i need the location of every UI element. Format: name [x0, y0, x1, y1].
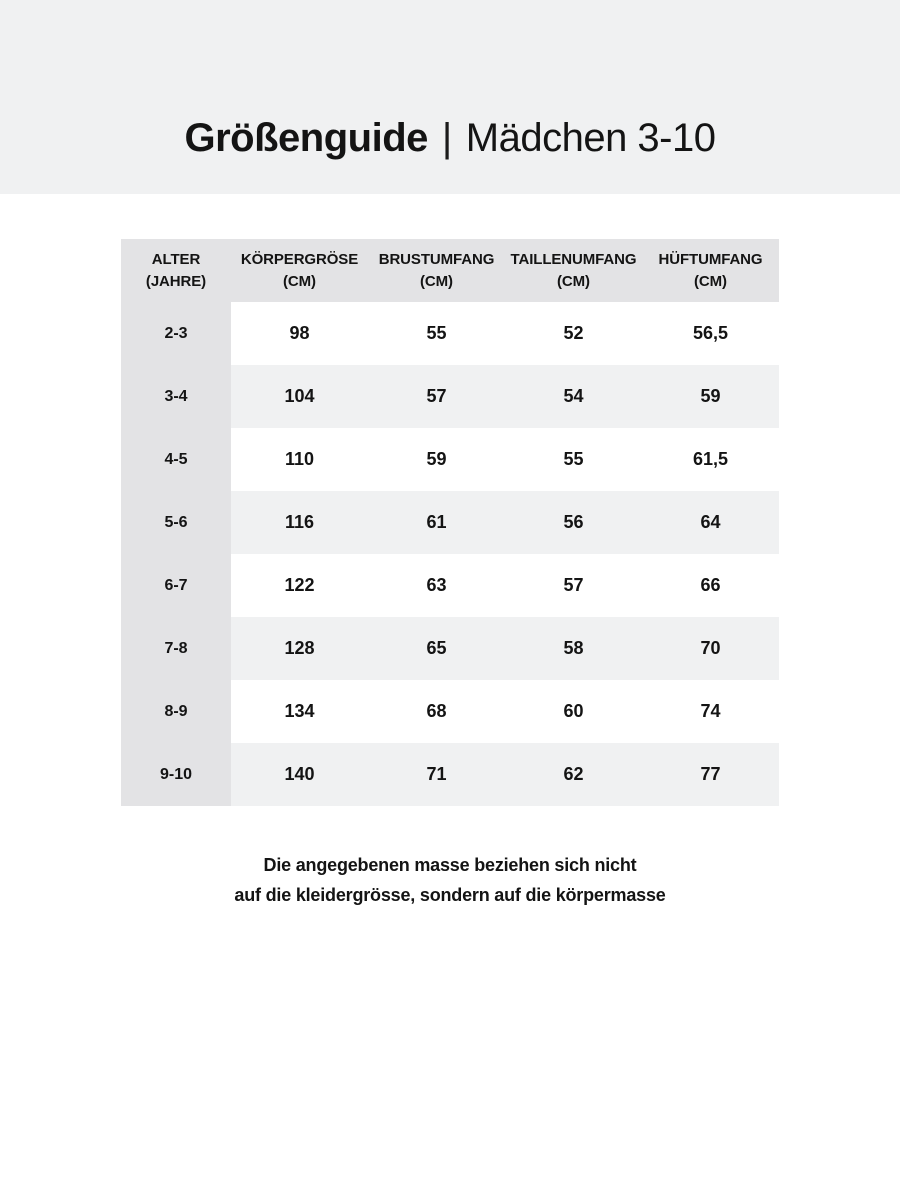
column-label: HÜFTUMFANG — [658, 250, 763, 268]
value-cell: 56,5 — [642, 302, 779, 365]
value-cell: 65 — [368, 617, 505, 680]
age-cell: 8-9 — [121, 680, 231, 743]
value-cell: 74 — [642, 680, 779, 743]
value-cell: 63 — [368, 554, 505, 617]
column-label: ALTER — [151, 250, 201, 268]
value-cell: 61 — [368, 491, 505, 554]
value-cell: 56 — [505, 491, 642, 554]
size-table: ALTER (JAHRE) KÖRPERGRÖSE (CM) BRUSTUMFANG (C… — [121, 239, 779, 806]
table-row: 3-4 104 57 54 59 — [121, 365, 779, 428]
value-cell: 66 — [642, 554, 779, 617]
value-cell: 59 — [642, 365, 779, 428]
value-cell: 59 — [368, 428, 505, 491]
table-row: 9-10 140 71 62 77 — [121, 743, 779, 806]
table-row: 7-8 128 65 58 70 — [121, 617, 779, 680]
column-unit: (JAHRE) — [145, 272, 207, 290]
column-unit: (CM) — [283, 272, 316, 290]
table-row: 8-9 134 68 60 74 — [121, 680, 779, 743]
value-cell: 64 — [642, 491, 779, 554]
value-cell: 57 — [505, 554, 642, 617]
age-cell: 7-8 — [121, 617, 231, 680]
table-row: 4-5 110 59 55 61,5 — [121, 428, 779, 491]
footnote-line-2: auf die kleidergrösse, sondern auf die k… — [234, 885, 666, 905]
table-row: 2-3 98 55 52 56,5 — [121, 302, 779, 365]
value-cell: 54 — [505, 365, 642, 428]
age-cell: 2-3 — [121, 302, 231, 365]
title-divider: | — [441, 116, 452, 160]
size-table-container: ALTER (JAHRE) KÖRPERGRÖSE (CM) BRUSTUMFANG (C… — [121, 239, 779, 806]
footnote-line-1: Die angegebenen masse beziehen sich nich… — [263, 855, 637, 875]
table-header-row: ALTER (JAHRE) KÖRPERGRÖSE (CM) BRUSTUMFANG (C… — [121, 239, 779, 302]
column-label: KÖRPERGRÖSE — [240, 250, 359, 268]
value-cell: 61,5 — [642, 428, 779, 491]
table-row: 6-7 122 63 57 66 — [121, 554, 779, 617]
page-title: Größenguide | Mädchen 3-10 — [0, 112, 900, 164]
value-cell: 140 — [231, 743, 368, 806]
age-cell: 5-6 — [121, 491, 231, 554]
value-cell: 128 — [231, 617, 368, 680]
value-cell: 55 — [505, 428, 642, 491]
footnote: Die angegebenen masse beziehen sich nich… — [0, 850, 900, 910]
column-unit: (CM) — [557, 272, 590, 290]
age-cell: 3-4 — [121, 365, 231, 428]
column-unit: (CM) — [420, 272, 453, 290]
column-header-3: TAILLENUMFANG (CM) — [505, 239, 642, 302]
value-cell: 104 — [231, 365, 368, 428]
value-cell: 71 — [368, 743, 505, 806]
value-cell: 68 — [368, 680, 505, 743]
title-category-label: Mädchen 3-10 — [465, 116, 716, 160]
value-cell: 60 — [505, 680, 642, 743]
column-label: TAILLENUMFANG — [510, 250, 637, 268]
column-unit: (CM) — [694, 272, 727, 290]
title-guide-label: Größenguide — [184, 116, 428, 160]
value-cell: 77 — [642, 743, 779, 806]
value-cell: 52 — [505, 302, 642, 365]
column-header-1: KÖRPERGRÖSE (CM) — [231, 239, 368, 302]
table-row: 5-6 116 61 56 64 — [121, 491, 779, 554]
value-cell: 122 — [231, 554, 368, 617]
value-cell: 110 — [231, 428, 368, 491]
value-cell: 55 — [368, 302, 505, 365]
header-banner: Größenguide | Mädchen 3-10 — [0, 0, 900, 194]
age-cell: 4-5 — [121, 428, 231, 491]
value-cell: 70 — [642, 617, 779, 680]
age-cell: 9-10 — [121, 743, 231, 806]
value-cell: 116 — [231, 491, 368, 554]
value-cell: 57 — [368, 365, 505, 428]
value-cell: 134 — [231, 680, 368, 743]
value-cell: 98 — [231, 302, 368, 365]
age-cell: 6-7 — [121, 554, 231, 617]
column-header-2: BRUSTUMFANG (CM) — [368, 239, 505, 302]
value-cell: 58 — [505, 617, 642, 680]
column-header-4: HÜFTUMFANG (CM) — [642, 239, 779, 302]
column-header-0: ALTER (JAHRE) — [121, 239, 231, 302]
column-label: BRUSTUMFANG — [378, 250, 495, 268]
value-cell: 62 — [505, 743, 642, 806]
